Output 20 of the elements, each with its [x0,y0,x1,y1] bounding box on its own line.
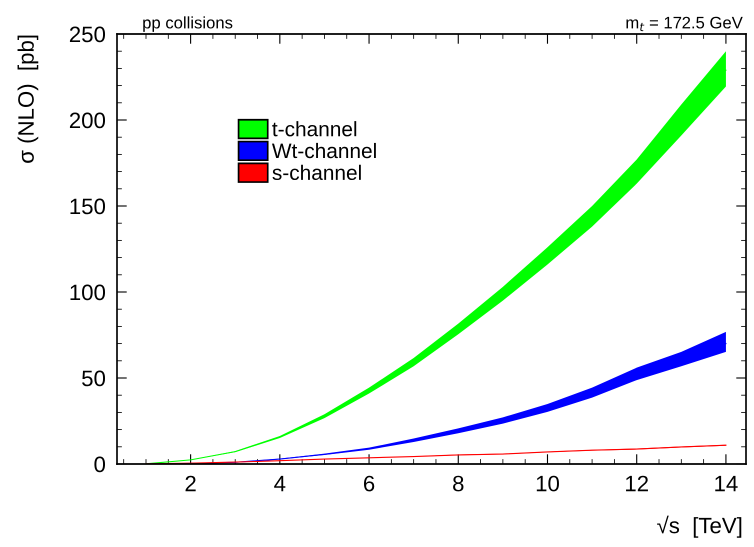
text: m$_{t}$ = 172.5 GeV [626,16,743,32]
y-axis-title: σ (NLO) [pb] [18,36,38,163]
legend-label: s-channel [272,164,361,180]
x-tick-label: 14 [715,476,738,492]
legend-label: Wt-channel [272,142,376,158]
x-tick-label: 6 [364,476,374,492]
x-tick-label: 10 [536,476,559,492]
y-tick-label: 50 [82,370,106,386]
y-tick-label: 0 [94,456,106,472]
x-tick-label: 2 [186,476,196,492]
x-tick-label: 8 [453,476,464,492]
text: pp collisions [143,16,232,32]
y-tick-label: 200 [70,112,106,128]
y-tick-label: 150 [70,198,106,214]
x-tick-label: 4 [274,476,286,492]
y-tick-label: 250 [70,26,106,42]
x-axis-title: √s [TeV] [657,516,742,538]
legend-label: t-channel [272,121,356,136]
y-tick-label: 100 [70,284,106,300]
x-tick-label: 12 [626,476,648,492]
